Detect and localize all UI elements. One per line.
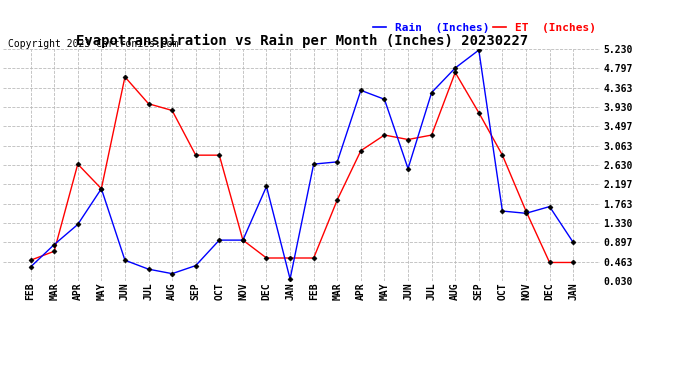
Legend: Rain  (Inches), ET  (Inches): Rain (Inches), ET (Inches) bbox=[368, 18, 600, 38]
Text: Copyright 2023 Cartronics.com: Copyright 2023 Cartronics.com bbox=[8, 39, 179, 50]
Title: Evapotranspiration vs Rain per Month (Inches) 20230227: Evapotranspiration vs Rain per Month (In… bbox=[76, 33, 528, 48]
